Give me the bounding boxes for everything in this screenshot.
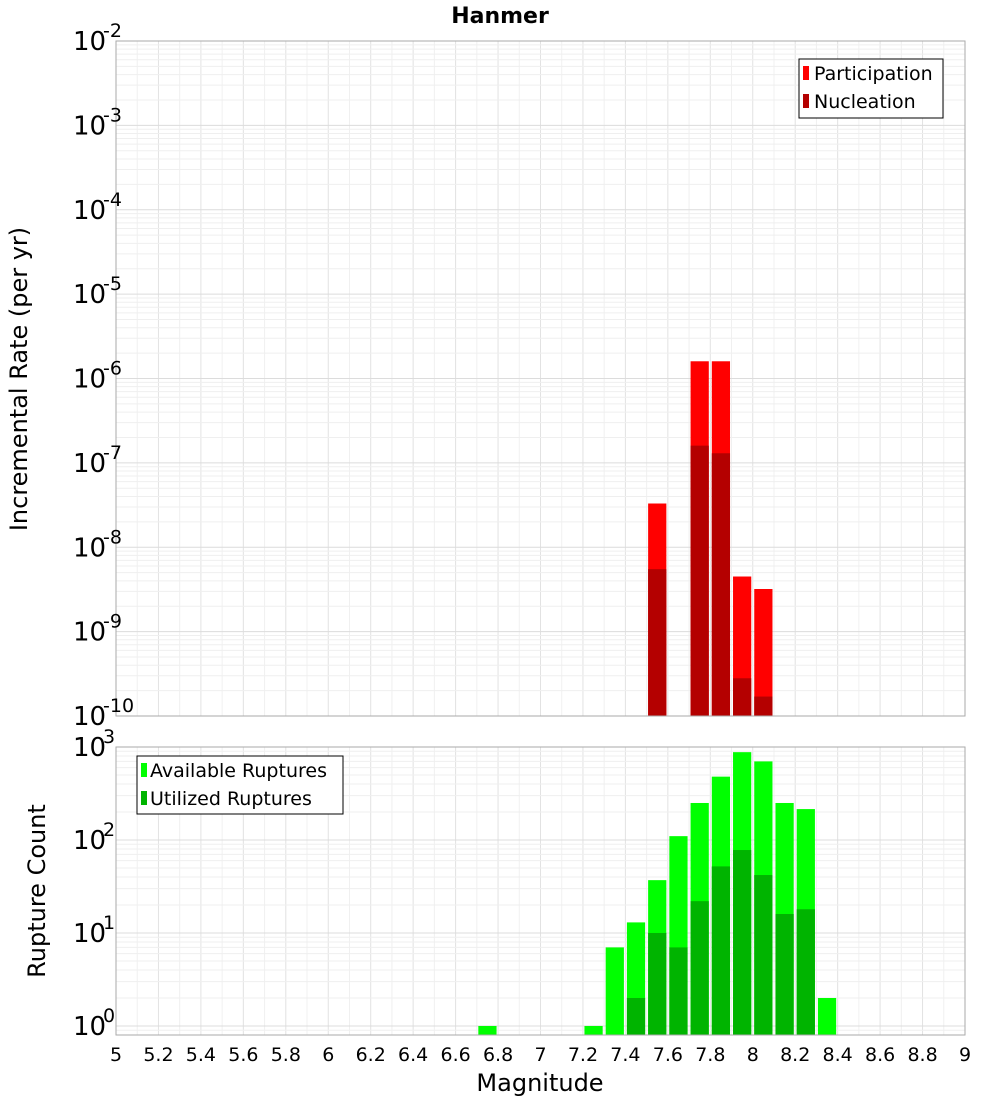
x-tick-label: 7.8 [695, 1044, 725, 1066]
bottom-y-tick-label: 10 [73, 733, 106, 763]
top-bar-nucleation [648, 569, 667, 716]
top-legend: Participation Nucleation [798, 58, 944, 119]
bottom-y-tick-exponent: 0 [103, 1005, 115, 1027]
top-y-tick-exponent: -9 [103, 611, 122, 633]
top-bars [648, 361, 773, 716]
bottom-bar-available-ruptures [817, 997, 837, 1035]
x-tick-label: 9 [959, 1044, 971, 1066]
top-y-tick-label: 10 [73, 111, 106, 141]
top-plot-frame [115, 40, 966, 717]
top-y-tick-exponent: -2 [103, 20, 122, 42]
x-tick-label: 6.8 [483, 1044, 513, 1066]
x-tick-label: 7.2 [568, 1044, 598, 1066]
x-tick-label: 8.6 [865, 1044, 895, 1066]
x-axis-label: Magnitude [476, 1069, 603, 1097]
legend-swatch-utilized [141, 791, 147, 805]
top-y-axis-label: Incremental Rate (per yr) [5, 227, 33, 531]
bottom-bar-utilized-ruptures [796, 909, 815, 1035]
top-bar-nucleation [690, 445, 709, 716]
legend-swatch-participation [803, 66, 809, 80]
top-gridlines [115, 40, 966, 717]
top-y-tick-exponent: -6 [103, 358, 122, 380]
bottom-legend: Available Ruptures Utilized Ruptures [136, 755, 344, 815]
chart-title: Hanmer [451, 4, 549, 29]
x-tick-label: 6.6 [440, 1044, 470, 1066]
legend-label-nucleation: Nucleation [814, 91, 916, 113]
legend-label-available: Available Ruptures [150, 760, 327, 782]
top-y-tick-exponent: -7 [103, 442, 122, 464]
top-y-tick-label: 10 [73, 365, 106, 395]
x-tick-label: 6.2 [356, 1044, 386, 1066]
bottom-plot-frame [115, 746, 966, 1036]
x-tick-label: 8.4 [823, 1044, 853, 1066]
top-y-tick-exponent: -3 [103, 104, 122, 126]
bottom-bars [478, 752, 837, 1035]
x-tick-label: 8.8 [907, 1044, 937, 1066]
bottom-bar-utilized-ruptures [754, 875, 773, 1035]
top-y-tick-label: 10 [73, 27, 106, 57]
legend-label-participation: Participation [814, 63, 933, 85]
top-legend-box [798, 58, 944, 119]
top-y-tick-label: 10 [73, 533, 106, 563]
x-tick-label: 5.8 [271, 1044, 301, 1066]
x-tick-label: 5.4 [186, 1044, 216, 1066]
top-bar-nucleation [754, 696, 773, 716]
bottom-y-tick-exponent: 3 [103, 726, 115, 748]
legend-swatch-available [141, 763, 147, 777]
x-tick-label: 7 [534, 1044, 546, 1066]
bottom-bar-utilized-ruptures [669, 947, 688, 1035]
bottom-bar-utilized-ruptures [648, 932, 667, 1035]
x-tick-labels: 5 5.2 5.4 5.6 5.8 6 6.2 6.4 6.6 6.8 7 7.2 7.4 7.6 7.8 8… [110, 1044, 971, 1066]
x-tick-label: 6.4 [398, 1044, 428, 1066]
bottom-bar-available-ruptures [584, 1025, 603, 1035]
bottom-bar-utilized-ruptures [626, 997, 646, 1035]
bottom-bar-available-ruptures [605, 947, 624, 1035]
top-y-tick-label: 10 [73, 280, 106, 310]
x-tick-label: 7.4 [610, 1044, 640, 1066]
x-tick-label: 5 [110, 1044, 122, 1066]
top-y-tick-exponent: -10 [103, 695, 134, 717]
top-y-tick-label: 10 [73, 618, 106, 648]
bottom-y-tick-label: 10 [73, 1012, 106, 1042]
bottom-legend-box [136, 755, 344, 815]
top-bar-nucleation [711, 453, 731, 716]
x-tick-label: 6 [322, 1044, 334, 1066]
x-tick-label: 8 [747, 1044, 759, 1066]
bottom-bar-utilized-ruptures [733, 850, 752, 1035]
top-y-tick-exponent: -5 [103, 273, 122, 295]
top-y-tick-exponent: -8 [103, 526, 122, 548]
top-y-tick-label: 10 [73, 449, 106, 479]
bottom-bar-utilized-ruptures [775, 914, 794, 1035]
bottom-bar-utilized-ruptures [711, 866, 731, 1035]
bottom-y-tick-label: 10 [73, 826, 106, 856]
top-y-tick-label: 10 [73, 196, 106, 226]
bottom-y-axis-label: Rupture Count [23, 804, 51, 978]
bottom-y-tick-label: 10 [73, 919, 106, 949]
x-tick-label: 5.2 [143, 1044, 173, 1066]
bottom-y-tick-exponent: 1 [103, 912, 115, 934]
x-tick-label: 7.6 [653, 1044, 683, 1066]
bottom-bar-available-ruptures [478, 1025, 497, 1035]
top-y-tick-exponent: -4 [103, 189, 122, 211]
legend-swatch-nucleation [803, 94, 809, 108]
bottom-bar-utilized-ruptures [690, 901, 709, 1035]
top-y-tick-label: 10 [73, 702, 106, 732]
top-bar-nucleation [733, 678, 752, 716]
top-bar-participation [754, 589, 773, 716]
bottom-y-tick-exponent: 2 [103, 819, 115, 841]
legend-label-utilized: Utilized Ruptures [150, 788, 312, 810]
x-tick-label: 5.6 [228, 1044, 258, 1066]
x-tick-label: 8.2 [780, 1044, 810, 1066]
